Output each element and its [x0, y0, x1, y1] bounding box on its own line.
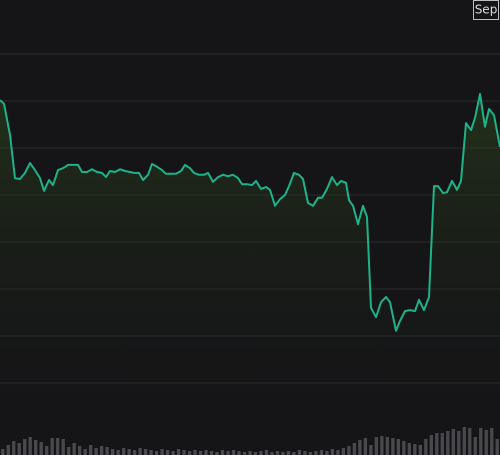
annotation: Sep [475, 3, 498, 17]
area [0, 93, 500, 455]
annotation-box [473, 0, 499, 20]
price-line [0, 92, 500, 332]
